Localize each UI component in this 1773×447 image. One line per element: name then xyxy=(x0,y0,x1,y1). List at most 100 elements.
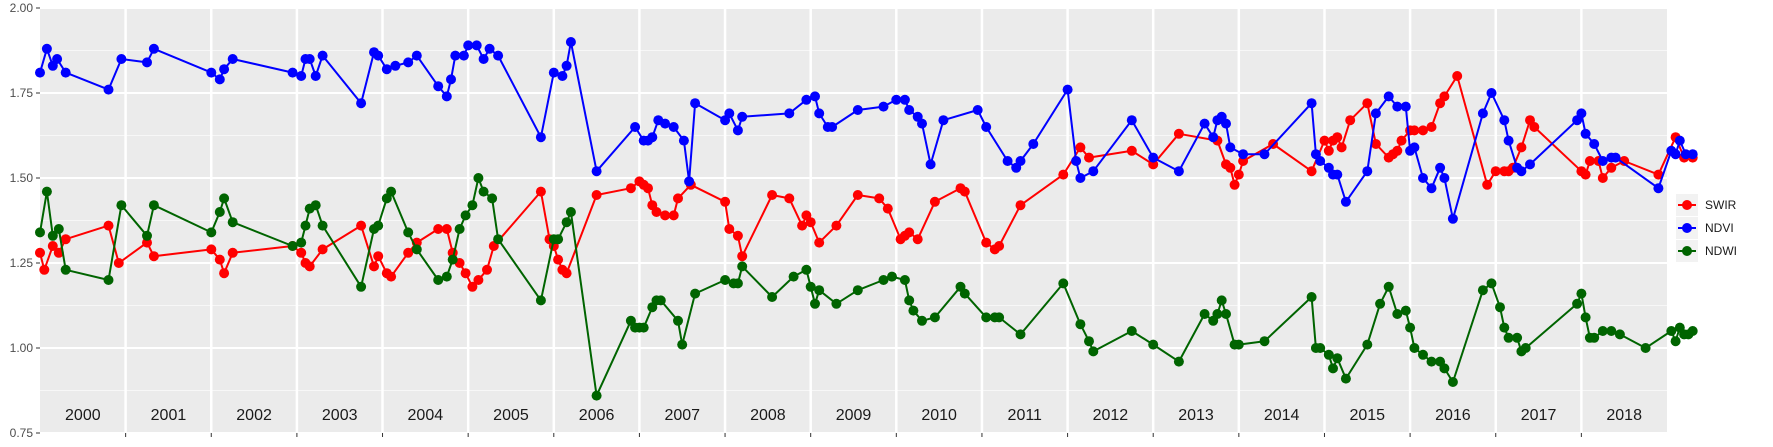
data-point xyxy=(1687,326,1698,336)
data-point xyxy=(767,190,778,200)
data-point xyxy=(369,261,379,272)
data-point xyxy=(60,264,71,275)
data-point xyxy=(643,183,653,194)
data-point xyxy=(1148,152,1159,163)
data-point xyxy=(814,108,825,119)
data-point xyxy=(1409,142,1420,153)
data-point xyxy=(981,122,992,132)
data-point xyxy=(938,115,949,126)
data-point xyxy=(805,217,816,228)
data-point xyxy=(994,241,1005,251)
data-point xyxy=(651,207,662,217)
data-point xyxy=(148,43,159,54)
data-point xyxy=(460,268,471,279)
data-point xyxy=(797,220,808,231)
data-point xyxy=(300,220,311,231)
data-point xyxy=(148,200,159,211)
data-point xyxy=(403,57,414,68)
data-point xyxy=(801,264,812,275)
data-point xyxy=(801,94,812,105)
data-point xyxy=(454,224,465,234)
data-point xyxy=(433,224,444,234)
data-point xyxy=(373,220,384,231)
year-label: 2008 xyxy=(750,407,786,424)
data-point xyxy=(214,254,225,265)
data-point xyxy=(1315,343,1326,353)
data-point xyxy=(591,166,602,177)
data-point xyxy=(732,125,743,136)
data-point xyxy=(1503,135,1514,146)
year-label: 2010 xyxy=(921,407,957,424)
data-point xyxy=(206,244,217,255)
data-point xyxy=(1572,298,1583,309)
data-point xyxy=(732,230,743,241)
data-point xyxy=(720,275,731,285)
data-point xyxy=(403,247,414,258)
data-point xyxy=(1306,292,1317,302)
data-point xyxy=(1597,173,1608,183)
data-point xyxy=(788,271,799,282)
data-point xyxy=(487,193,498,204)
data-point xyxy=(887,271,897,282)
data-point xyxy=(899,275,910,285)
data-point xyxy=(1520,343,1531,353)
data-point xyxy=(148,251,159,262)
data-point xyxy=(1015,156,1026,166)
data-point xyxy=(467,200,478,211)
data-point xyxy=(1075,142,1086,153)
data-point xyxy=(917,315,927,326)
data-point xyxy=(1439,363,1450,374)
year-label: 2014 xyxy=(1264,407,1300,424)
data-point xyxy=(1614,329,1625,340)
data-point xyxy=(814,285,825,296)
data-point xyxy=(929,312,940,323)
data-point xyxy=(1674,135,1685,146)
data-point xyxy=(1221,118,1231,129)
data-point xyxy=(1503,332,1514,343)
data-point xyxy=(1075,173,1086,183)
data-point xyxy=(206,227,217,238)
data-point xyxy=(390,60,401,71)
legend-key-marker xyxy=(1682,200,1692,210)
data-point xyxy=(1680,149,1691,160)
year-label: 2006 xyxy=(579,407,615,424)
data-point xyxy=(561,268,572,279)
data-point xyxy=(317,50,328,61)
y-tick-label: 2.00 xyxy=(10,1,34,15)
data-point xyxy=(447,254,458,265)
data-point xyxy=(1306,98,1317,109)
year-label: 2018 xyxy=(1606,407,1642,424)
data-point xyxy=(484,43,495,54)
data-point xyxy=(458,50,469,61)
data-point xyxy=(473,173,484,183)
data-point xyxy=(1447,213,1458,224)
data-point xyxy=(1516,142,1527,153)
data-point xyxy=(1392,101,1403,112)
data-point xyxy=(1015,329,1026,340)
data-point xyxy=(1238,149,1249,160)
data-point xyxy=(1525,159,1535,170)
data-point xyxy=(1319,135,1330,146)
data-point xyxy=(1362,339,1373,350)
data-point xyxy=(1015,200,1026,211)
data-point xyxy=(493,234,504,245)
data-point xyxy=(1499,115,1510,126)
data-point xyxy=(227,247,238,258)
data-point xyxy=(227,54,238,64)
data-point xyxy=(814,237,825,248)
data-point xyxy=(878,101,889,112)
data-point xyxy=(1323,145,1334,156)
data-point xyxy=(1058,278,1069,289)
data-point xyxy=(668,122,679,132)
y-tick-label: 1.50 xyxy=(10,171,34,185)
data-point xyxy=(1580,169,1591,180)
data-point xyxy=(411,244,422,255)
data-point xyxy=(53,247,64,258)
data-point xyxy=(668,210,679,221)
data-point xyxy=(673,315,683,326)
data-point xyxy=(1225,142,1236,153)
y-tick-label: 1.00 xyxy=(10,341,34,355)
data-point xyxy=(805,281,816,292)
data-point xyxy=(386,271,397,282)
data-point xyxy=(1340,373,1351,384)
